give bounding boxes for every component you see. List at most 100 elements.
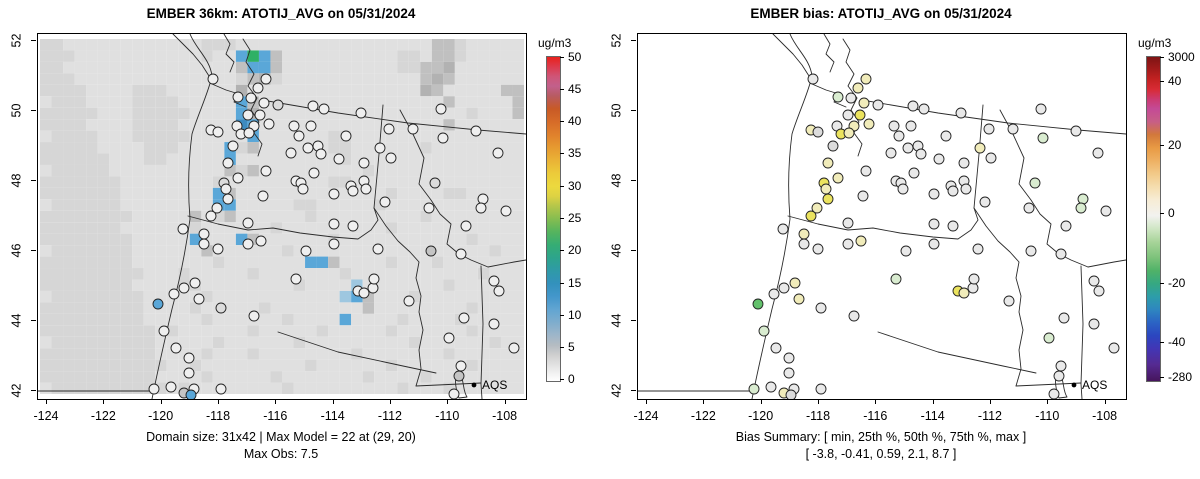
observation-dots: [748, 73, 1120, 399]
aqs-legend-dot: [1071, 382, 1077, 388]
colorbar-tick: [560, 315, 564, 316]
model-caption-line2: Max Obs: 7.5: [243, 447, 319, 461]
x-axis-tick: [332, 399, 334, 404]
colorbar-tick: [1160, 377, 1164, 378]
x-axis-tick: [932, 399, 934, 404]
y-axis-tick-label: 42: [609, 383, 624, 398]
colorbar-tick-label: 40: [568, 114, 582, 128]
y-axis-tick: [631, 390, 636, 391]
x-axis-tick: [504, 399, 506, 404]
x-axis-tick-label: -122: [90, 409, 116, 423]
model-colorbar: [546, 56, 561, 382]
bias-caption-line2: [ -3.8, -0.41, 0.59, 2.1, 8.7 ]: [805, 447, 957, 461]
colorbar-tick-label: 30: [568, 179, 582, 193]
model-panel-title: EMBER 36km: ATOTIJ_AVG on 05/31/2024: [146, 6, 416, 21]
x-axis-tick: [1047, 399, 1049, 404]
colorbar-tick: [1160, 145, 1164, 146]
x-axis-tick: [875, 399, 877, 404]
colorbar-tick-label: 20: [1168, 138, 1182, 152]
y-axis-tick: [631, 110, 636, 111]
x-axis-tick: [389, 399, 391, 404]
colorbar-tick: [1160, 283, 1164, 284]
x-axis-tick-label: -108: [1092, 409, 1118, 423]
x-axis-tick: [160, 399, 162, 404]
colorbar-tick: [560, 89, 564, 90]
x-axis-tick-label: -118: [805, 409, 831, 423]
colorbar-tick: [560, 153, 564, 154]
x-axis-tick-label: -114: [320, 409, 345, 423]
y-axis-tick-label: 48: [609, 173, 624, 188]
observation-dots: [148, 73, 520, 399]
y-axis-tick: [631, 250, 636, 251]
x-axis-tick: [760, 399, 762, 404]
y-axis-tick: [31, 390, 36, 391]
y-axis-tick-label: 46: [609, 243, 624, 258]
x-axis-tick: [989, 399, 991, 404]
y-axis-tick-label: 52: [609, 33, 624, 48]
aqs-legend-label: AQS: [482, 378, 507, 392]
bias-map-plot: AQS: [637, 33, 1127, 400]
x-axis-tick: [217, 399, 219, 404]
x-axis-tick: [275, 399, 277, 404]
colorbar-tick-label: 10: [568, 308, 582, 322]
y-axis-tick-label: 42: [9, 383, 24, 398]
colorbar-tick-label: 20: [568, 243, 582, 257]
x-axis-tick-label: -124: [633, 409, 659, 423]
x-axis-tick-label: -120: [748, 409, 774, 423]
colorbar-tick-label: -20: [1168, 276, 1186, 290]
model-map-plot: AQS: [37, 33, 527, 400]
y-axis-tick-label: 46: [9, 243, 24, 258]
aqs-legend-dot: [471, 382, 477, 388]
bias-colorbar-unit: ug/m3: [1138, 36, 1172, 50]
y-axis-tick: [631, 180, 636, 181]
y-axis-tick: [31, 250, 36, 251]
y-axis-tick-label: 44: [9, 313, 24, 328]
x-axis-tick: [1104, 399, 1106, 404]
y-axis-tick: [631, 320, 636, 321]
x-axis-tick-label: -112: [977, 409, 1003, 423]
x-axis-tick-label: -108: [492, 409, 518, 423]
colorbar-tick: [1160, 57, 1164, 58]
colorbar-tick: [560, 347, 564, 348]
bias-caption-line1: Bias Summary: [ min, 25th %, 50th %, 75t…: [735, 430, 1027, 444]
x-axis-tick: [646, 399, 647, 404]
y-axis-tick-label: 44: [609, 313, 624, 328]
colorbar-tick-label: 5: [568, 340, 575, 354]
x-axis-tick: [46, 399, 47, 404]
model-caption-line1: Domain size: 31x42 | Max Model = 22 at (…: [146, 430, 416, 444]
colorbar-tick: [560, 121, 564, 122]
model-map-panel: EMBER 36km: ATOTIJ_AVG on 05/31/2024 AQS…: [9, 6, 582, 461]
colorbar-tick: [1160, 342, 1164, 343]
bias-map-canvas: AQS: [638, 34, 1126, 399]
x-axis-tick-label: -120: [148, 409, 174, 423]
x-axis-tick: [817, 399, 819, 404]
colorbar-tick-label: -40: [1168, 335, 1186, 349]
x-axis-tick-label: -110: [435, 409, 460, 423]
x-axis-tick: [703, 399, 705, 404]
x-axis-tick-label: -112: [377, 409, 403, 423]
colorbar-tick: [560, 218, 564, 219]
x-axis-tick-label: -124: [33, 409, 59, 423]
colorbar-tick-label: 35: [568, 146, 582, 160]
y-axis-tick: [631, 40, 636, 41]
y-axis-tick: [31, 110, 36, 111]
map-borders: [638, 34, 1126, 399]
colorbar-tick: [560, 250, 564, 251]
x-axis-tick-label: -114: [920, 409, 945, 423]
colorbar-tick-label: 0: [1168, 206, 1175, 220]
colorbar-tick-label: -280: [1168, 370, 1193, 384]
colorbar-tick: [560, 186, 564, 187]
model-colorbar-unit: ug/m3: [538, 36, 572, 50]
colorbar-tick-label: 3000: [1168, 50, 1195, 64]
colorbar-tick-label: 50: [568, 50, 582, 64]
x-axis-tick: [447, 399, 449, 404]
x-axis-tick-label: -110: [1035, 409, 1060, 423]
colorbar-tick: [560, 57, 564, 58]
x-axis-tick-label: -116: [263, 409, 288, 423]
bias-map-panel: EMBER bias: ATOTIJ_AVG on 05/31/2024 AQS…: [600, 0, 1200, 479]
colorbar-tick-label: 45: [568, 82, 582, 96]
y-axis-tick-label: 48: [9, 173, 24, 188]
y-axis-tick: [31, 40, 36, 41]
model-map-canvas: AQS: [38, 34, 526, 399]
